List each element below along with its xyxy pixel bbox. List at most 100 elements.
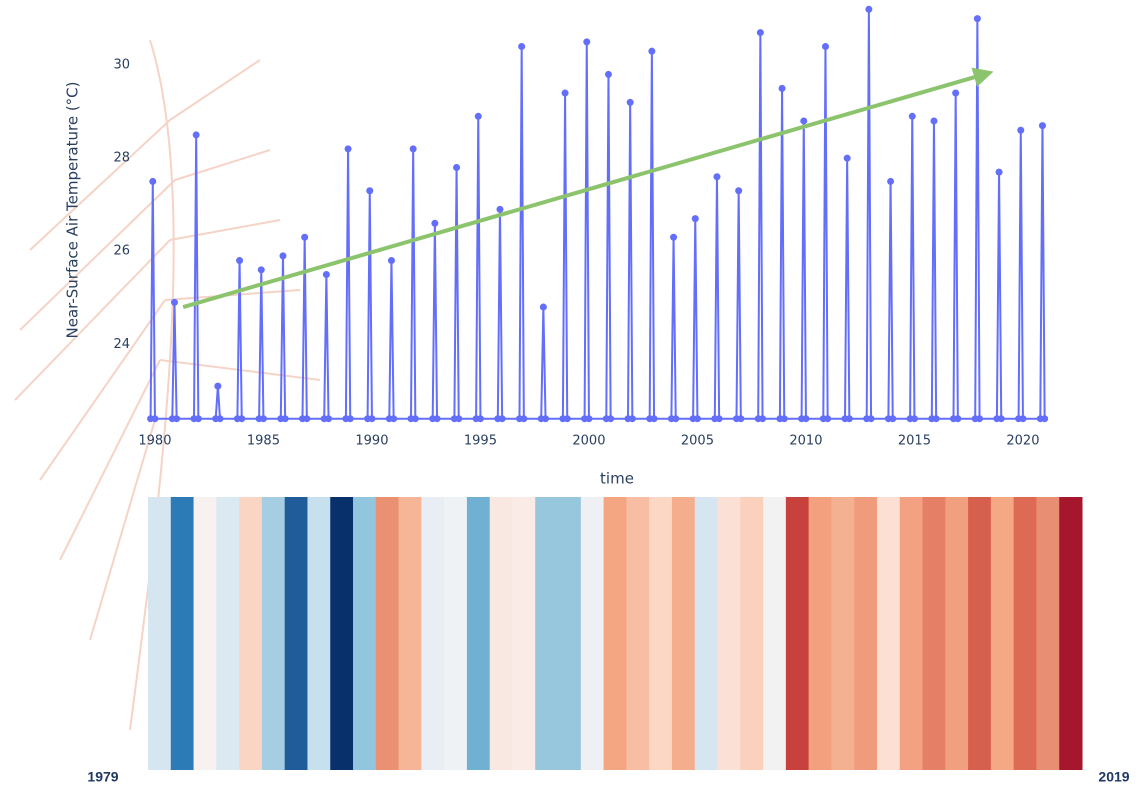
data-point — [909, 113, 916, 120]
x-axis-title: time — [600, 470, 634, 488]
y-tick-label: 26 — [113, 244, 130, 259]
stripe — [421, 497, 444, 770]
data-point — [952, 90, 959, 97]
data-point — [627, 99, 634, 106]
chart: Near-Surface Air Temperature (°C) time 2… — [0, 0, 1143, 792]
stripe — [923, 497, 946, 770]
x-tick-label: 2000 — [572, 434, 605, 449]
stripe — [854, 497, 877, 770]
stripe — [148, 497, 171, 770]
data-point — [260, 415, 267, 422]
data-point — [865, 6, 872, 13]
stripe — [1036, 497, 1059, 770]
data-point — [303, 415, 310, 422]
stripe — [399, 497, 422, 770]
data-point — [388, 257, 395, 264]
data-point — [802, 415, 809, 422]
data-point — [954, 415, 961, 422]
data-point — [520, 415, 527, 422]
x-tick-label: 2005 — [681, 434, 714, 449]
data-point — [149, 178, 156, 185]
data-point — [171, 299, 178, 306]
stripe — [558, 497, 581, 770]
data-point — [453, 164, 460, 171]
stripe — [330, 497, 353, 770]
data-point — [477, 415, 484, 422]
data-point — [887, 178, 894, 185]
data-point — [605, 71, 612, 78]
data-point — [431, 220, 438, 227]
data-point — [1017, 127, 1024, 134]
data-point — [692, 215, 699, 222]
data-point — [434, 415, 441, 422]
stripe — [718, 497, 741, 770]
data-point — [323, 271, 330, 278]
y-tick-label: 28 — [113, 151, 130, 166]
data-point — [672, 415, 679, 422]
stripe — [194, 497, 217, 770]
stripe — [991, 497, 1014, 770]
data-point — [195, 415, 202, 422]
stripe — [604, 497, 627, 770]
data-point — [325, 415, 332, 422]
data-point — [737, 415, 744, 422]
data-point — [759, 415, 766, 422]
data-point — [499, 415, 506, 422]
stripe — [216, 497, 239, 770]
y-tick-label: 30 — [113, 58, 130, 73]
data-point — [800, 117, 807, 124]
data-point — [716, 415, 723, 422]
data-point — [193, 131, 200, 138]
stripe — [171, 497, 194, 770]
stripe — [512, 497, 535, 770]
stripe — [535, 497, 558, 770]
data-point — [930, 117, 937, 124]
data-line — [151, 9, 1045, 418]
x-tick-label: 1995 — [464, 434, 497, 449]
stripe — [307, 497, 330, 770]
x-tick-label: 2020 — [1006, 434, 1039, 449]
data-point — [670, 234, 677, 241]
data-point — [735, 187, 742, 194]
start-year-label: 1979 — [87, 769, 118, 785]
data-point — [629, 415, 636, 422]
data-point — [214, 383, 221, 390]
x-tick-label: 1980 — [138, 434, 171, 449]
data-point — [345, 145, 352, 152]
data-point — [583, 38, 590, 45]
stripe — [490, 497, 513, 770]
stripe — [763, 497, 786, 770]
data-point — [518, 43, 525, 50]
x-tick-label: 2015 — [898, 434, 931, 449]
stripe — [467, 497, 490, 770]
data-point — [651, 415, 658, 422]
data-point — [410, 145, 417, 152]
data-point — [585, 415, 592, 422]
data-point — [781, 415, 788, 422]
data-point — [868, 415, 875, 422]
stripe — [740, 497, 763, 770]
stripe — [626, 497, 649, 770]
data-point — [282, 415, 289, 422]
stripe — [831, 497, 854, 770]
data-point — [824, 415, 831, 422]
data-point — [822, 43, 829, 50]
stripe — [649, 497, 672, 770]
data-point — [933, 415, 940, 422]
stripe — [968, 497, 991, 770]
stripe — [1059, 497, 1082, 770]
data-point — [998, 415, 1005, 422]
stripe — [376, 497, 399, 770]
x-tick-label: 2010 — [789, 434, 822, 449]
stripe — [444, 497, 467, 770]
stripe — [809, 497, 832, 770]
data-point — [151, 415, 158, 422]
stripe — [262, 497, 285, 770]
stripe — [877, 497, 900, 770]
data-point — [562, 90, 569, 97]
stripe — [945, 497, 968, 770]
data-point — [846, 415, 853, 422]
data-point — [542, 415, 549, 422]
x-tick-label: 1990 — [355, 434, 388, 449]
data-point — [390, 415, 397, 422]
